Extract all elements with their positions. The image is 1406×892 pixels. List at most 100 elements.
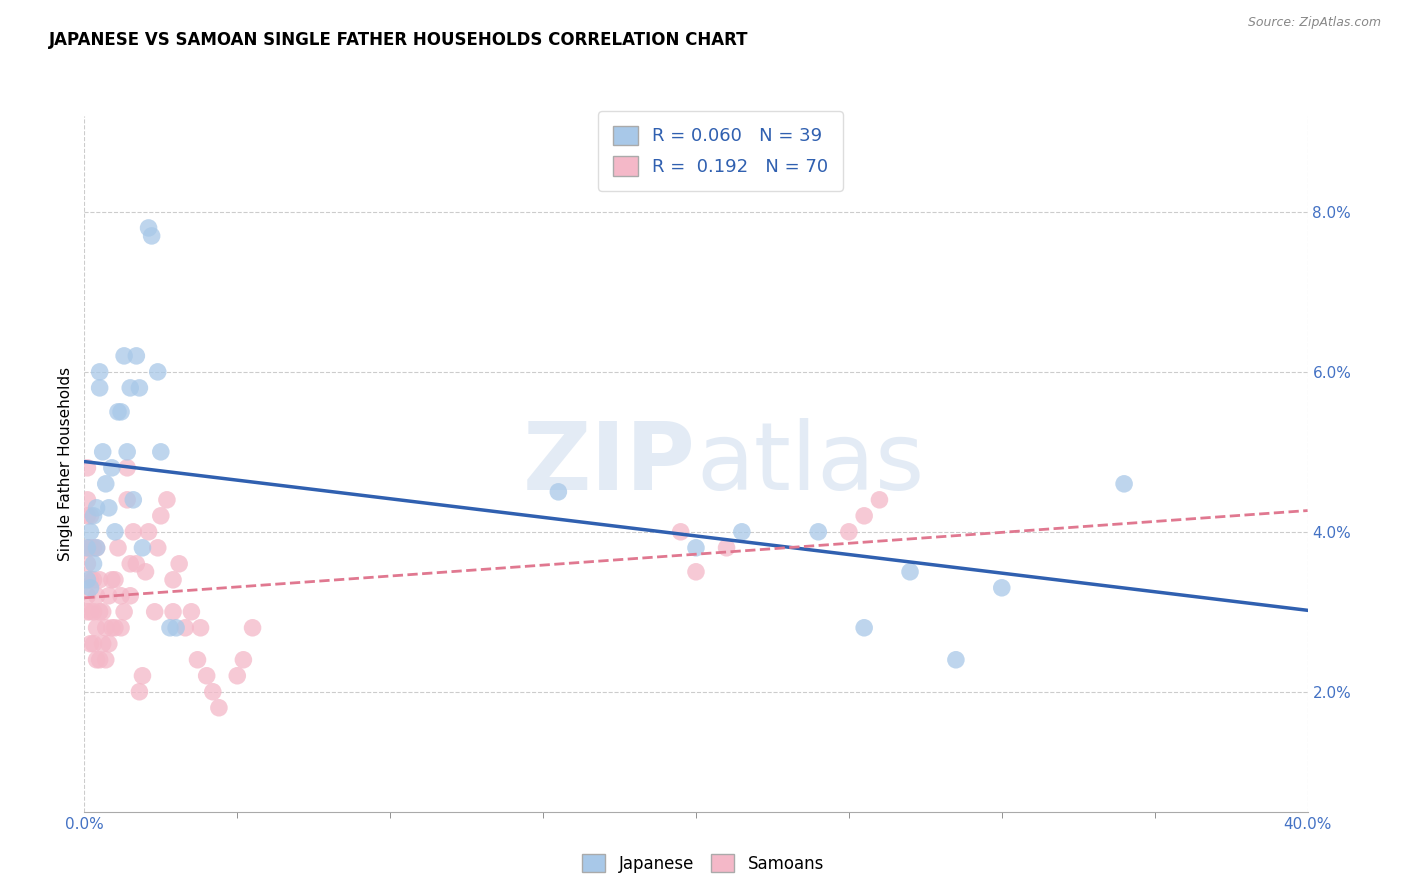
Point (167, 557, 190, 571)
Point (138, 221, 160, 235)
Point (853, 508, 876, 523)
Point (104, 573, 127, 587)
Point (110, 405, 132, 419)
Point (120, 589, 142, 603)
Point (149, 445, 172, 459)
Point (101, 573, 124, 587)
Point (107, 405, 129, 419)
Point (115, 460, 138, 475)
Point (89, 573, 111, 587)
Text: JAPANESE VS SAMOAN SINGLE FATHER HOUSEHOLDS CORRELATION CHART: JAPANESE VS SAMOAN SINGLE FATHER HOUSEHO… (49, 31, 749, 49)
Point (131, 541, 153, 555)
Point (110, 621, 132, 635)
Point (79, 581, 101, 595)
Point (76, 541, 98, 555)
Point (138, 524, 160, 539)
Point (143, 605, 166, 619)
Point (232, 653, 254, 667)
Point (120, 381, 142, 395)
Point (195, 669, 218, 683)
Point (991, 581, 1014, 595)
Point (89, 653, 111, 667)
Point (79, 573, 101, 587)
Point (165, 621, 187, 635)
Point (101, 460, 124, 475)
Point (97, 637, 120, 651)
Point (208, 700, 231, 714)
Legend: R = 0.060   N = 39, R =  0.192   N = 70: R = 0.060 N = 39, R = 0.192 N = 70 (598, 112, 842, 191)
Point (685, 565, 707, 579)
Point (89, 381, 111, 395)
Point (76, 605, 98, 619)
Point (83, 637, 105, 651)
Point (107, 541, 129, 555)
Point (669, 524, 692, 539)
Point (86, 589, 108, 603)
Point (94, 621, 117, 635)
Point (76, 541, 98, 555)
Point (76, 460, 98, 475)
Point (76, 573, 98, 587)
Point (135, 565, 157, 579)
Point (79, 541, 101, 555)
Point (86, 653, 108, 667)
Point (180, 605, 202, 619)
Point (115, 445, 138, 459)
Point (125, 349, 148, 363)
Point (242, 621, 264, 635)
Point (146, 541, 169, 555)
Point (122, 524, 145, 539)
Text: Source: ZipAtlas.com: Source: ZipAtlas.com (1247, 16, 1381, 29)
Point (79, 637, 101, 651)
Point (86, 621, 108, 635)
Point (79, 524, 101, 539)
Point (97, 589, 120, 603)
Point (162, 605, 184, 619)
Point (83, 573, 105, 587)
Point (146, 365, 169, 379)
Point (89, 605, 111, 619)
Point (141, 228, 163, 243)
Point (101, 621, 124, 635)
Point (945, 653, 967, 667)
Point (91, 605, 114, 619)
Point (162, 573, 184, 587)
Point (226, 669, 249, 683)
Point (76, 508, 98, 523)
Point (112, 605, 135, 619)
Point (104, 524, 127, 539)
Point (731, 524, 754, 539)
Point (1114, 476, 1136, 491)
Point (159, 621, 181, 635)
Point (547, 484, 569, 499)
Point (83, 605, 105, 619)
Point (115, 492, 138, 507)
Point (97, 500, 120, 515)
Point (83, 508, 105, 523)
Point (91, 445, 114, 459)
Point (79, 605, 101, 619)
Point (685, 541, 707, 555)
Point (76, 492, 98, 507)
Point (83, 541, 105, 555)
Point (838, 524, 860, 539)
Point (898, 565, 921, 579)
Point (716, 541, 738, 555)
Y-axis label: Single Father Households: Single Father Households (58, 367, 73, 561)
Point (122, 492, 145, 507)
Point (807, 524, 830, 539)
Point (86, 500, 108, 515)
Point (186, 653, 208, 667)
Point (149, 508, 172, 523)
Point (86, 541, 108, 555)
Point (112, 349, 135, 363)
Point (869, 492, 891, 507)
Point (128, 685, 150, 699)
Point (79, 508, 101, 523)
Point (120, 557, 142, 571)
Point (853, 621, 876, 635)
Point (128, 381, 150, 395)
Point (125, 557, 148, 571)
Point (190, 621, 212, 635)
Point (86, 541, 108, 555)
